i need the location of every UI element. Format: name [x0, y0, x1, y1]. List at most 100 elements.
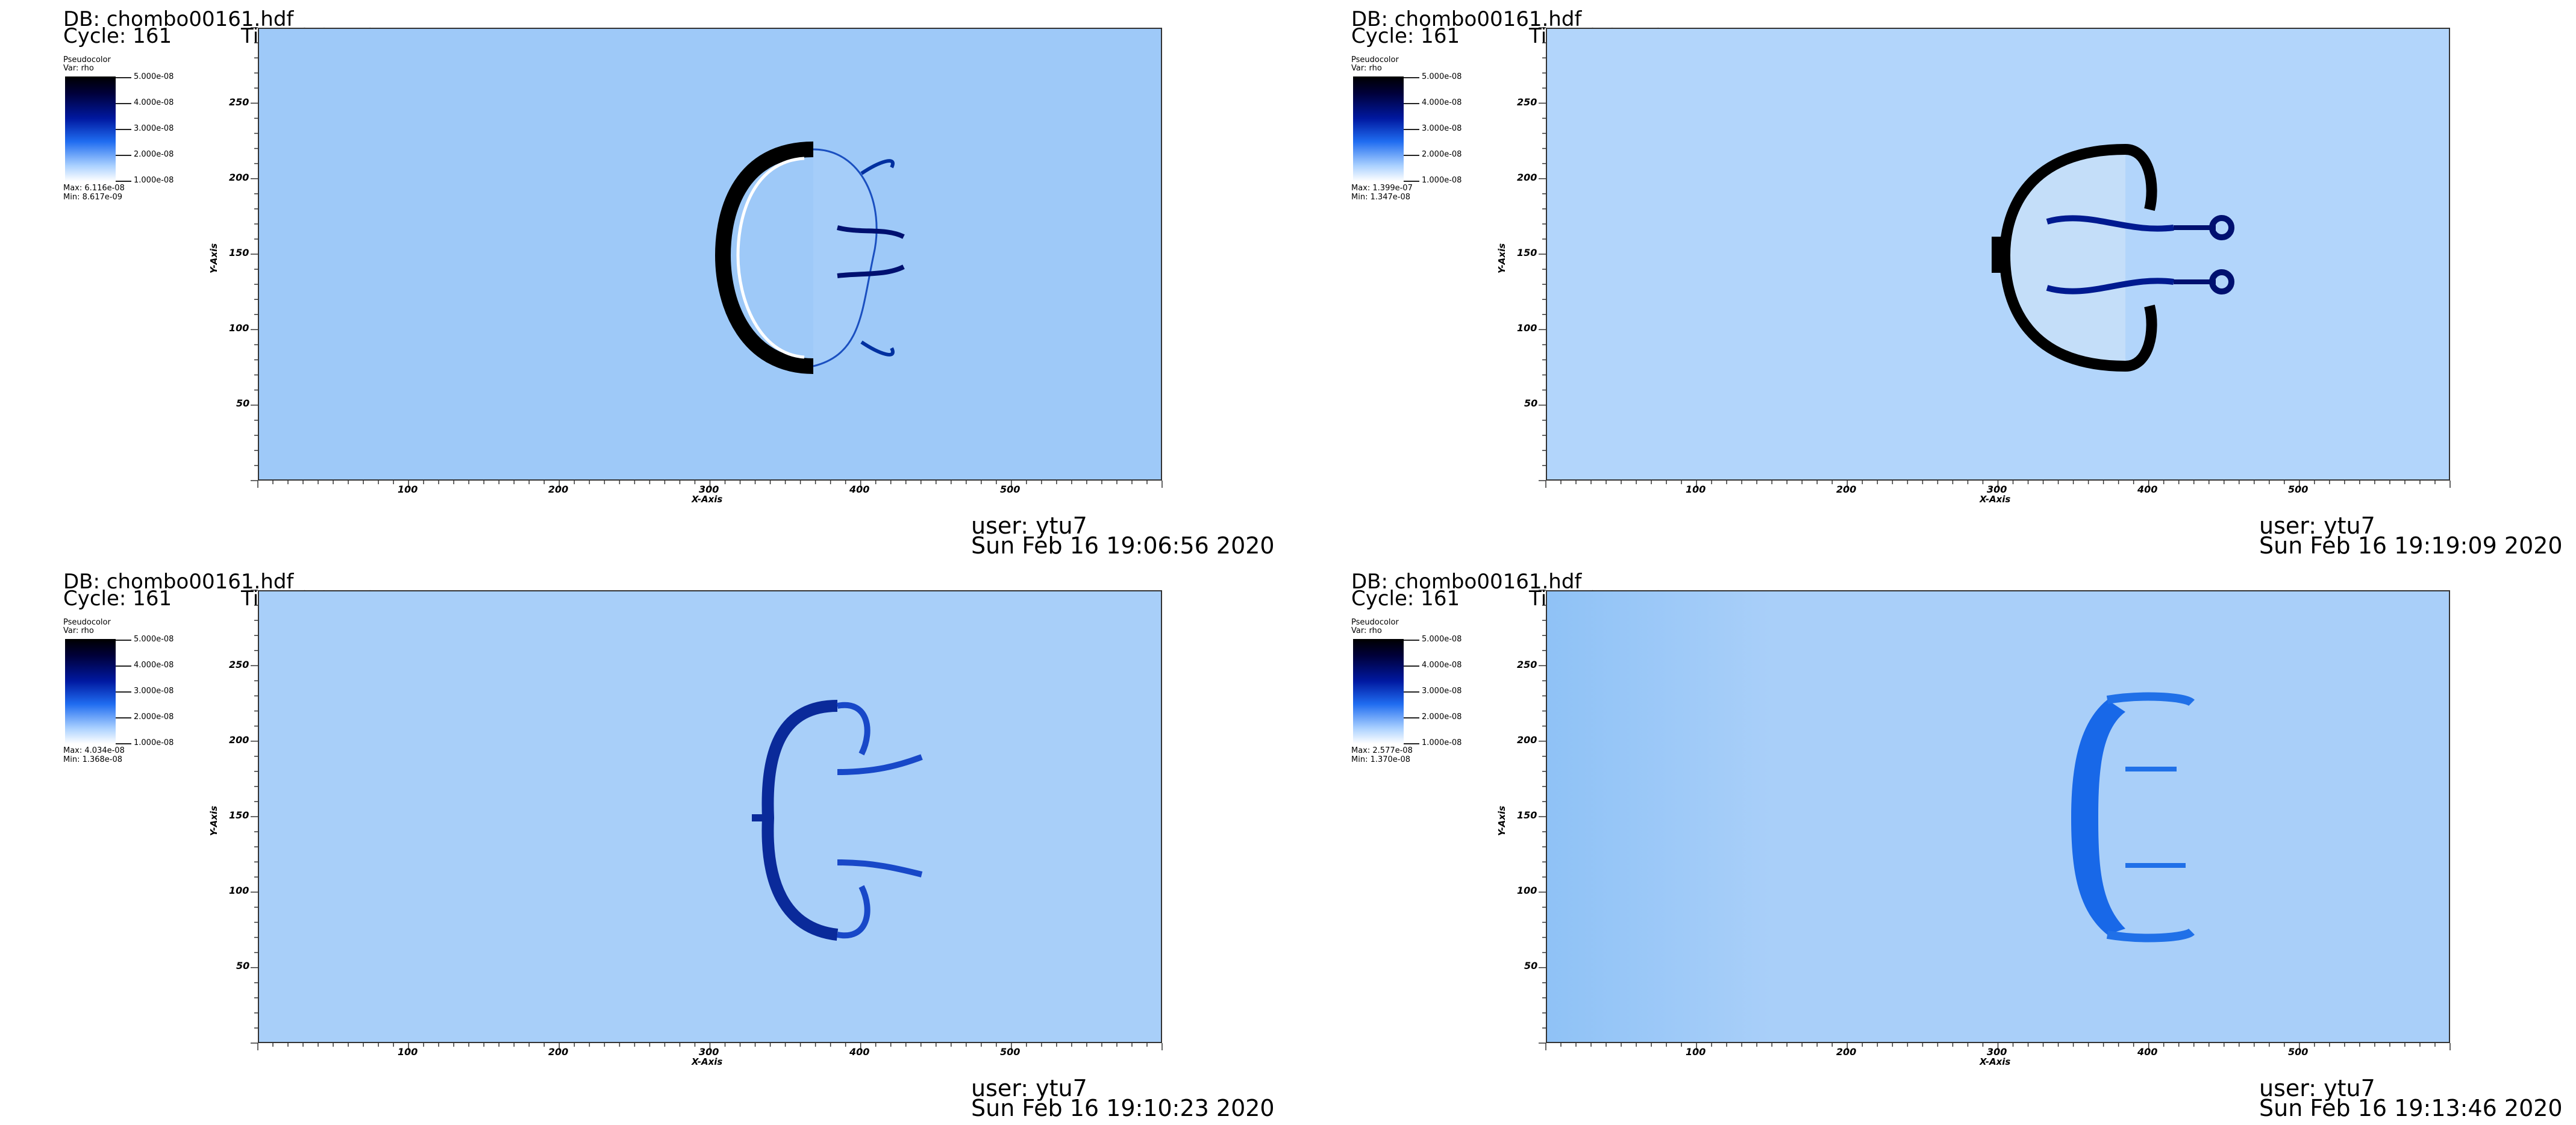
colorbar-tick-label: 5.000e-08 — [1422, 72, 1462, 81]
colorbar-tick-label: 4.000e-08 — [1422, 98, 1462, 107]
colorbar-tick-label: 3.000e-08 — [134, 687, 174, 696]
colorbar-tick-label: 3.000e-08 — [1422, 124, 1462, 133]
panel-bottom-left: DB: chombo00161.hdf Cycle: 161 Time:8.05… — [0, 562, 1288, 1125]
x-tick-label: 100 — [398, 484, 418, 495]
x-tick-label: 200 — [1836, 1046, 1857, 1058]
cycle-label: Cycle: 161 — [63, 587, 172, 611]
pseudocolor-plot — [1546, 590, 2450, 1043]
legend-variable: Var: rho — [1351, 64, 1382, 73]
legend-title: Pseudocolor — [63, 55, 111, 64]
y-axis-label: Y-Axis — [208, 243, 220, 274]
legend-variable: Var: rho — [63, 64, 94, 73]
x-tick-label: 100 — [1686, 1046, 1706, 1058]
y-tick-label: 150 — [1517, 809, 1537, 821]
colorbar-tick — [1404, 717, 1419, 718]
database-label: DB: chombo00161.hdf — [63, 570, 294, 594]
y-tick-label: 100 — [1517, 322, 1537, 334]
background-density — [1547, 591, 2449, 1042]
user-label: user: ytu7 — [2259, 513, 2375, 539]
colorbar — [1353, 76, 1404, 181]
legend-max-value: Max: 2.577e-08 — [1351, 746, 1413, 755]
y-tick-label: 200 — [229, 172, 249, 183]
colorbar-tick — [1404, 129, 1419, 130]
x-tick-label: 100 — [398, 1046, 418, 1058]
density-field-image — [259, 591, 1161, 1042]
shock-front — [752, 700, 923, 941]
x-tick-label: 300 — [1987, 484, 2007, 495]
colorbar-tick-label: 4.000e-08 — [1422, 661, 1462, 670]
user-label: user: ytu7 — [971, 1075, 1087, 1102]
cycle-label: Cycle: 161 — [1351, 24, 1460, 48]
x-tick-label: 500 — [1000, 1046, 1021, 1058]
colorbar-tick — [116, 129, 131, 130]
colorbar-tick-label: 2.000e-08 — [134, 150, 174, 159]
date-label: Sun Feb 16 19:06:56 2020 — [971, 532, 1275, 559]
colorbar-tick-label: 5.000e-08 — [134, 635, 174, 644]
colorbar-tick — [116, 743, 131, 744]
x-tick-label: 300 — [699, 1046, 719, 1058]
colorbar-tick — [1404, 103, 1419, 104]
legend-variable: Var: rho — [1351, 626, 1382, 635]
colorbar-tick-label: 2.000e-08 — [1422, 712, 1462, 721]
colorbar-tick — [1404, 743, 1419, 744]
colorbar-tick-label: 1.000e-08 — [1422, 738, 1462, 747]
x-tick-label: 300 — [1987, 1046, 2007, 1058]
panel-top-right: DB: chombo00161.hdf Cycle: 161 Time:8.05… — [1288, 0, 2576, 562]
legend-title: Pseudocolor — [1351, 618, 1399, 627]
y-axis-label: Y-Axis — [208, 805, 220, 837]
colorbar-tick — [116, 665, 131, 667]
background-density — [259, 591, 1161, 1042]
y-tick-label: 50 — [236, 397, 250, 409]
cycle-label: Cycle: 161 — [63, 24, 172, 48]
density-field-image — [1547, 29, 2449, 479]
y-tick-label: 200 — [1517, 172, 1537, 183]
legend-title: Pseudocolor — [1351, 55, 1399, 64]
colorbar-tick — [1404, 691, 1419, 693]
legend-max-value: Max: 1.399e-07 — [1351, 184, 1413, 193]
user-label: user: ytu7 — [971, 513, 1087, 539]
pseudocolor-plot — [258, 590, 1162, 1043]
user-label: user: ytu7 — [2259, 1075, 2375, 1102]
y-tick-label: 250 — [229, 659, 249, 670]
colorbar-tick-label: 2.000e-08 — [134, 712, 174, 721]
colorbar-tick — [1404, 665, 1419, 667]
colorbar — [1353, 639, 1404, 744]
y-tick-label: 100 — [229, 885, 249, 896]
shock-front — [1992, 144, 2234, 372]
date-label: Sun Feb 16 19:10:23 2020 — [971, 1095, 1275, 1121]
colorbar-tick — [116, 181, 131, 182]
x-tick-label: 400 — [2137, 484, 2158, 495]
colorbar-tick-label: 3.000e-08 — [1422, 687, 1462, 696]
x-tick-label: 400 — [2137, 1046, 2158, 1058]
x-tick-label: 200 — [1836, 484, 1857, 495]
y-axis-label: Y-Axis — [1496, 243, 1508, 274]
y-tick-label: 250 — [1517, 96, 1537, 108]
colorbar-tick — [1404, 77, 1419, 78]
x-tick-label: 400 — [849, 484, 870, 495]
legend-max-value: Max: 6.116e-08 — [63, 184, 125, 193]
colorbar-tick-label: 5.000e-08 — [134, 72, 174, 81]
legend-min-value: Min: 1.368e-08 — [63, 755, 123, 764]
x-axis-label: X-Axis — [692, 1056, 723, 1067]
pseudocolor-plot — [1546, 28, 2450, 481]
legend-min-value: Min: 1.347e-08 — [1351, 193, 1411, 202]
colorbar-tick — [116, 640, 131, 641]
colorbar-tick — [116, 103, 131, 104]
shock-front — [2071, 692, 2195, 943]
x-tick-label: 500 — [2288, 1046, 2309, 1058]
database-label: DB: chombo00161.hdf — [1351, 7, 1582, 31]
y-tick-label: 100 — [229, 322, 249, 334]
pseudocolor-plot — [258, 28, 1162, 481]
colorbar — [65, 639, 116, 744]
y-tick-label: 100 — [1517, 885, 1537, 896]
colorbar-tick-label: 4.000e-08 — [134, 98, 174, 107]
colorbar-tick — [1404, 181, 1419, 182]
y-tick-label: 250 — [229, 96, 249, 108]
colorbar-tick-label: 3.000e-08 — [134, 124, 174, 133]
y-tick-label: 150 — [1517, 247, 1537, 258]
legend-max-value: Max: 4.034e-08 — [63, 746, 125, 755]
x-tick-label: 100 — [1686, 484, 1706, 495]
colorbar-tick — [116, 691, 131, 693]
colorbar-tick — [1404, 155, 1419, 156]
x-axis-label: X-Axis — [1980, 1056, 2011, 1067]
